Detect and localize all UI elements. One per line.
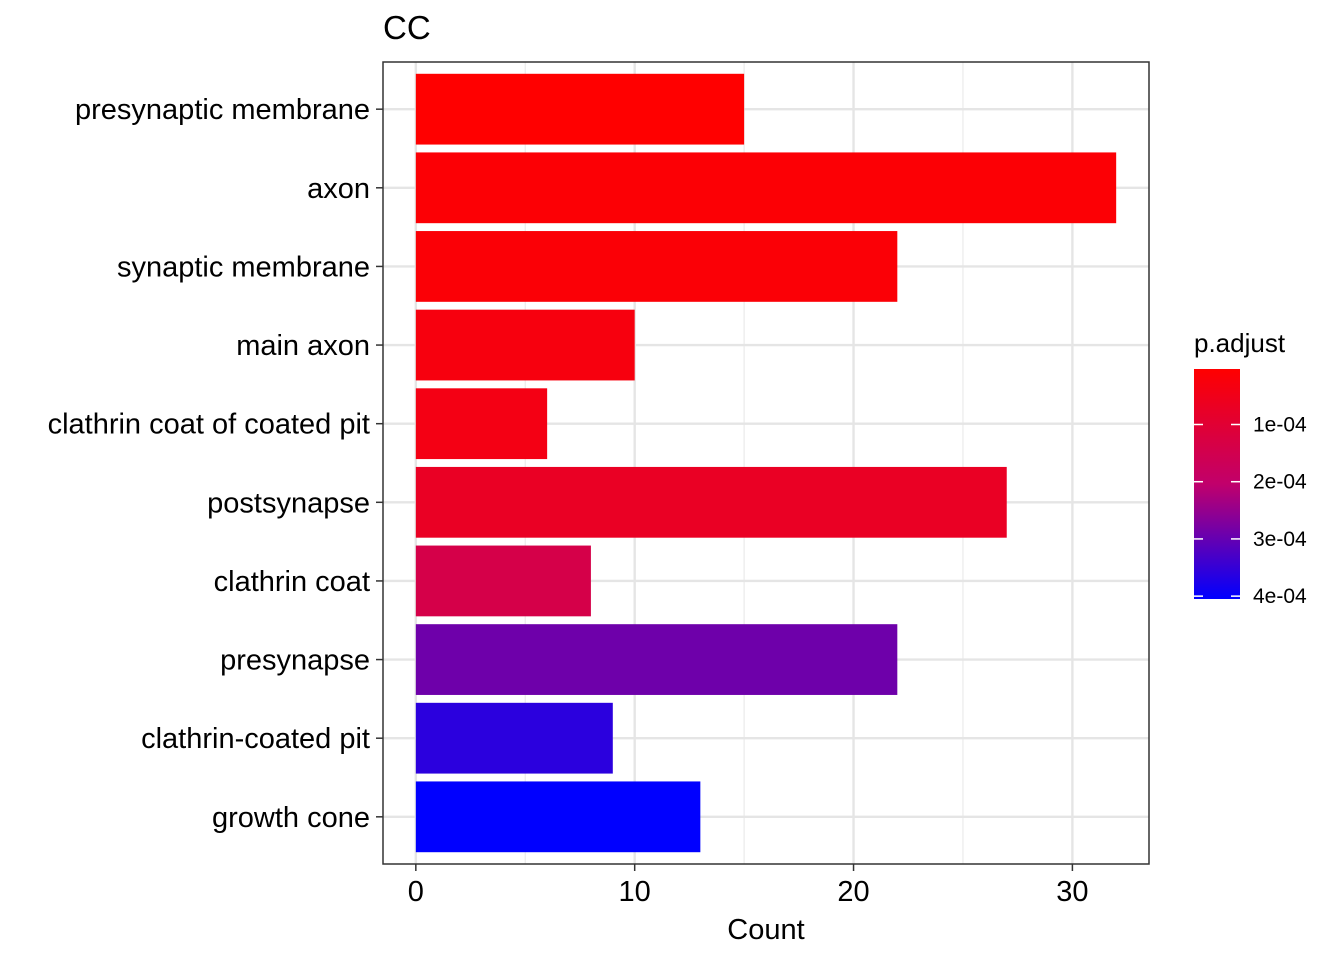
bar-layer: [415, 73, 1117, 853]
bar-6: [415, 466, 1007, 538]
bar-2: [415, 152, 1117, 224]
category-label: clathrin coat: [214, 566, 370, 598]
category-label: growth cone: [212, 802, 370, 834]
bar-10: [415, 781, 701, 853]
category-label: postsynapse: [207, 487, 370, 519]
x-axis-title: Count: [727, 914, 804, 946]
x-tick-label: 20: [837, 876, 869, 908]
category-label: presynaptic membrane: [75, 94, 370, 126]
category-label: axon: [307, 173, 370, 205]
legend-tick-label: 3e-04: [1253, 528, 1307, 551]
bar-1: [415, 73, 745, 145]
bar-5: [415, 388, 548, 460]
legend-tick-label: 2e-04: [1253, 471, 1307, 494]
bar-9: [415, 702, 613, 774]
legend-title: p.adjust: [1194, 328, 1286, 358]
bar-7: [415, 545, 591, 617]
legend: p.adjust 1e-04 2e-04 3e-04 4e-04: [1194, 328, 1307, 608]
x-tick-label: 0: [408, 876, 424, 908]
legend-colorbar: [1194, 369, 1240, 599]
category-label: clathrin-coated pit: [141, 723, 370, 755]
category-label: main axon: [236, 330, 370, 362]
panel-border: [382, 61, 1150, 865]
category-label: presynapse: [220, 645, 370, 677]
x-tick-label: 10: [619, 876, 651, 908]
chart-title: CC: [383, 9, 431, 46]
category-label: clathrin coat of coated pit: [48, 409, 370, 441]
legend-tick-label: 1e-04: [1253, 413, 1307, 436]
legend-ticks: 1e-04 2e-04 3e-04 4e-04: [1194, 413, 1307, 608]
legend-tick-label: 4e-04: [1253, 585, 1307, 608]
bar-4: [415, 309, 635, 381]
bar-3: [415, 231, 898, 302]
y-axis: presynaptic membrane axon synaptic membran…: [48, 94, 383, 834]
bar-8: [415, 624, 898, 695]
x-tick-label: 30: [1056, 876, 1088, 908]
x-axis: 0 10 20 30: [408, 864, 1089, 908]
category-label: synaptic membrane: [117, 251, 370, 283]
